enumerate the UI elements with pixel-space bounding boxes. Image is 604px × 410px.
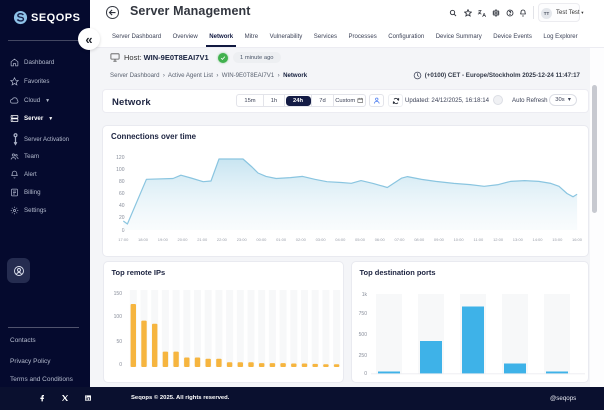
svg-text:150: 150 xyxy=(114,291,123,297)
svg-text:40: 40 xyxy=(119,203,125,209)
svg-text:22:00: 22:00 xyxy=(217,237,228,242)
svg-text:100: 100 xyxy=(114,314,123,320)
svg-text:23:00: 23:00 xyxy=(237,237,248,242)
svg-text:00:00: 00:00 xyxy=(256,237,267,242)
svg-text:0: 0 xyxy=(119,362,122,368)
svg-text:0: 0 xyxy=(364,371,367,377)
svg-text:04:00: 04:00 xyxy=(335,237,346,242)
svg-text:02:00: 02:00 xyxy=(296,237,307,242)
svg-text:11:00: 11:00 xyxy=(474,237,484,242)
svg-text:12:00: 12:00 xyxy=(493,237,504,242)
svg-text:20: 20 xyxy=(119,215,125,221)
svg-text:50: 50 xyxy=(116,339,122,345)
svg-text:500: 500 xyxy=(359,332,368,338)
svg-text:60: 60 xyxy=(119,191,125,197)
svg-text:05:00: 05:00 xyxy=(355,237,366,242)
svg-text:14:00: 14:00 xyxy=(532,237,543,242)
svg-text:08:00: 08:00 xyxy=(414,237,425,242)
svg-text:100: 100 xyxy=(116,167,125,173)
svg-text:10:00: 10:00 xyxy=(454,237,465,242)
svg-text:21:00: 21:00 xyxy=(197,237,208,242)
svg-text:750: 750 xyxy=(359,311,368,317)
svg-text:80: 80 xyxy=(119,179,125,185)
svg-text:120: 120 xyxy=(116,155,125,161)
svg-text:0: 0 xyxy=(122,228,125,234)
svg-text:19:00: 19:00 xyxy=(158,237,169,242)
svg-text:15:00: 15:00 xyxy=(552,237,563,242)
svg-text:20:00: 20:00 xyxy=(177,237,188,242)
svg-text:16:00: 16:00 xyxy=(572,237,583,242)
svg-text:09:00: 09:00 xyxy=(434,237,445,242)
svg-text:06:00: 06:00 xyxy=(375,237,386,242)
svg-text:01:00: 01:00 xyxy=(276,237,287,242)
svg-text:07:00: 07:00 xyxy=(394,237,405,242)
svg-text:1k: 1k xyxy=(362,292,368,298)
svg-text:250: 250 xyxy=(359,353,368,359)
svg-text:17:00: 17:00 xyxy=(118,237,129,242)
svg-text:13:00: 13:00 xyxy=(513,237,524,242)
svg-text:03:00: 03:00 xyxy=(316,237,327,242)
svg-text:18:00: 18:00 xyxy=(138,237,149,242)
